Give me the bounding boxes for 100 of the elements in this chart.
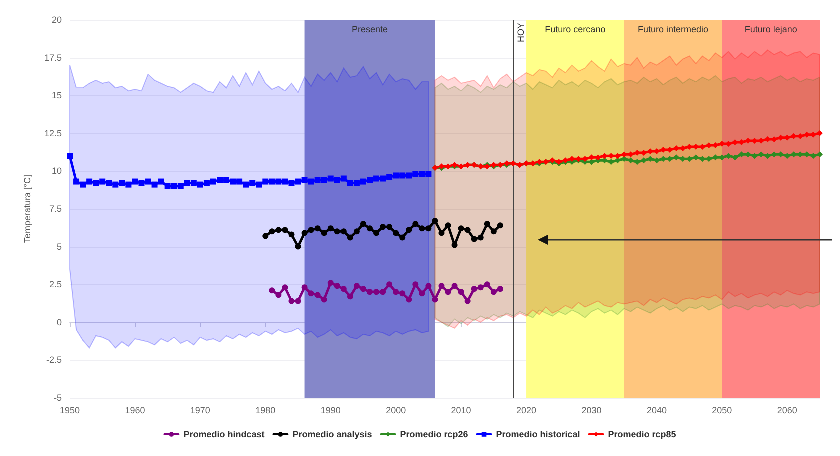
point	[386, 174, 393, 180]
point	[817, 152, 823, 158]
point	[328, 280, 334, 286]
point	[367, 177, 373, 184]
point	[230, 178, 236, 185]
point	[126, 182, 132, 188]
x-tick-label: 1980	[256, 406, 276, 416]
y-tick-label: 5	[56, 242, 62, 252]
point	[184, 180, 190, 186]
point	[347, 180, 354, 186]
point	[93, 180, 100, 186]
point	[314, 177, 321, 184]
x-tick-label: 2050	[712, 406, 732, 416]
point	[178, 183, 184, 190]
point	[419, 171, 426, 178]
point	[354, 180, 360, 186]
legend-label: Promedio rcp26	[400, 430, 468, 440]
point	[393, 230, 400, 236]
point	[406, 227, 412, 234]
point	[458, 289, 464, 296]
point	[412, 282, 419, 288]
point	[464, 227, 471, 234]
point	[732, 154, 738, 161]
point	[158, 178, 164, 185]
point	[354, 228, 360, 235]
point	[497, 286, 504, 292]
point	[308, 290, 314, 297]
point	[288, 232, 295, 238]
point	[374, 230, 380, 236]
point	[471, 286, 478, 292]
point	[452, 283, 458, 290]
y-tick-label: 12.5	[44, 128, 62, 138]
point	[334, 177, 340, 184]
point	[484, 221, 490, 228]
point	[367, 289, 373, 296]
y-tick-label: 17.5	[44, 52, 62, 63]
band-label: Futuro intermedio	[638, 24, 709, 34]
point	[426, 226, 432, 232]
point	[445, 222, 452, 229]
x-tick-label: 2020	[516, 406, 537, 416]
point	[86, 178, 93, 185]
point	[282, 227, 288, 234]
point	[132, 178, 138, 185]
point	[484, 282, 490, 288]
band-label: Futuro cercano	[545, 24, 606, 34]
point	[400, 290, 406, 297]
point	[321, 230, 328, 236]
point	[380, 224, 386, 230]
point	[328, 176, 334, 182]
x-tick-label: 2000	[386, 406, 406, 416]
point	[752, 153, 758, 160]
point	[445, 289, 452, 296]
point	[138, 180, 145, 186]
y-axis-title: Temperatura [°C]	[22, 174, 32, 244]
legend-label: Promedio rcp85	[608, 430, 676, 440]
point	[106, 180, 112, 186]
point	[400, 172, 406, 179]
point	[340, 176, 347, 182]
point	[608, 159, 614, 166]
point	[334, 228, 340, 235]
point	[236, 178, 243, 185]
point	[380, 176, 386, 182]
point	[100, 178, 106, 185]
point	[302, 230, 308, 236]
point	[334, 283, 340, 290]
point	[426, 171, 432, 178]
point	[269, 288, 276, 294]
point	[478, 234, 484, 241]
y-tick-label: -5	[54, 393, 62, 403]
point	[360, 286, 366, 292]
point	[634, 159, 640, 166]
point	[269, 228, 276, 235]
point	[314, 226, 321, 232]
point	[302, 284, 308, 291]
point	[764, 153, 771, 160]
point	[276, 178, 282, 185]
point	[817, 130, 823, 136]
point	[374, 289, 380, 296]
point	[262, 233, 269, 240]
point	[386, 224, 393, 230]
point	[374, 176, 380, 182]
point	[393, 289, 400, 296]
legend-label: Promedio analysis	[292, 430, 372, 440]
point	[412, 221, 419, 228]
point	[328, 226, 334, 232]
x-tick-label: 2010	[451, 406, 472, 416]
point	[197, 182, 204, 188]
point	[295, 178, 302, 185]
band-label: Futuro lejano	[744, 24, 798, 34]
point	[426, 283, 432, 290]
point	[490, 289, 497, 296]
x-tick-label: 2060	[777, 406, 798, 416]
x-tick-label: 2040	[646, 406, 667, 416]
point	[276, 227, 282, 234]
x-tick-label: 2030	[582, 406, 602, 416]
point	[471, 236, 478, 242]
point	[497, 222, 504, 229]
point	[406, 296, 412, 303]
point	[288, 180, 295, 186]
point	[224, 177, 230, 184]
